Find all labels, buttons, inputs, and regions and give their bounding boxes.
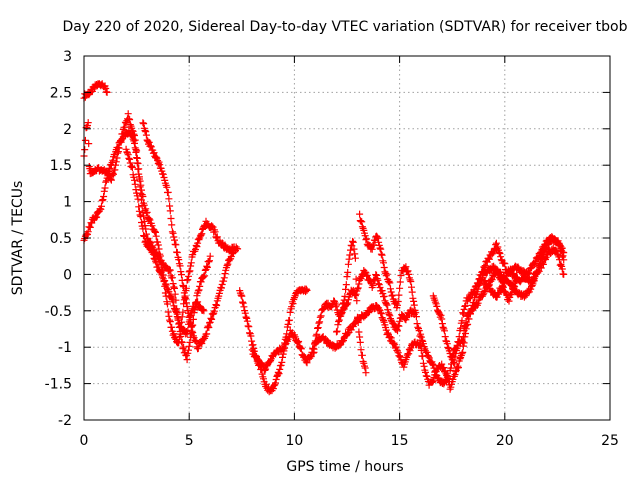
x-tick-label: 10	[285, 433, 303, 449]
data-series-track-8	[309, 267, 418, 357]
y-tick-label: 2.5	[50, 85, 72, 101]
x-tick-label: 0	[80, 433, 89, 449]
y-tick-label: -1	[58, 340, 72, 356]
data-points	[80, 80, 568, 396]
data-series-track-5	[122, 145, 208, 338]
data-series-track-4	[139, 119, 237, 353]
x-tick-label: 5	[185, 433, 194, 449]
data-series-track-9	[333, 237, 370, 377]
y-tick-label: 0	[63, 267, 72, 283]
data-series-track-7	[248, 285, 311, 374]
x-tick-label: 15	[391, 433, 409, 449]
y-tick-label: -0.5	[45, 304, 72, 320]
x-tick-label: 25	[601, 433, 619, 449]
chart-title: Day 220 of 2020, Sidereal Day-to-day VTE…	[62, 19, 627, 35]
data-series-track-13	[446, 267, 521, 374]
x-axis-label: GPS time / hours	[286, 459, 403, 475]
data-series-track-10	[356, 210, 452, 388]
y-tick-label: -2	[58, 413, 72, 429]
data-series-track-12	[480, 233, 568, 301]
y-axis-label: SDTVAR / TECUs	[10, 181, 26, 296]
axes: 0 5 10 15 20 25 -2 -1.5 -1 -0.5 0 0.5 1 1.5 2 2.5 3	[45, 49, 619, 449]
y-tick-label: -1.5	[45, 377, 72, 393]
y-tick-label: 1	[63, 195, 72, 211]
data-series-track-6	[236, 244, 568, 396]
y-tick-label: 0.5	[50, 231, 72, 247]
x-tick-label: 20	[496, 433, 514, 449]
y-tick-label: 2	[63, 122, 72, 138]
y-tick-label: 1.5	[50, 158, 72, 174]
y-tick-label: 3	[63, 49, 72, 65]
